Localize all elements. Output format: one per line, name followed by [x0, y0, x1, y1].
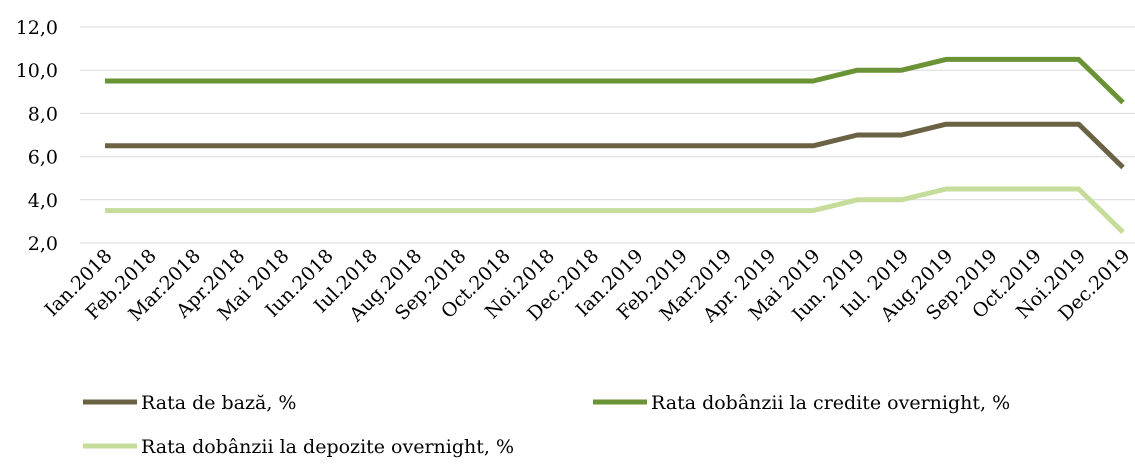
- series-line-1: [105, 121, 1125, 170]
- gridlines: [80, 26, 1135, 244]
- y-tick-label: 12,0: [16, 17, 58, 39]
- y-tick-label: 10,0: [16, 60, 58, 82]
- y-axis-ticks: 2,0 4,0 6,0 8,0 10,0 12,0: [16, 17, 58, 255]
- y-tick-label: 4,0: [28, 190, 58, 212]
- series-line-3: [105, 186, 1125, 234]
- series-lines: [105, 56, 1125, 234]
- y-tick-label: 8,0: [28, 103, 58, 125]
- legend: Rata de bază, % Rata dobânzii la credite …: [83, 392, 1010, 458]
- legend-label: Rata dobânzii la depozite overnight, %: [141, 436, 514, 458]
- legend-label: Rata de bază, %: [141, 392, 296, 414]
- y-tick-label: 2,0: [28, 233, 58, 255]
- legend-label: Rata dobânzii la credite overnight, %: [651, 392, 1010, 414]
- y-tick-label: 6,0: [28, 147, 58, 169]
- series-line-2: [105, 56, 1125, 105]
